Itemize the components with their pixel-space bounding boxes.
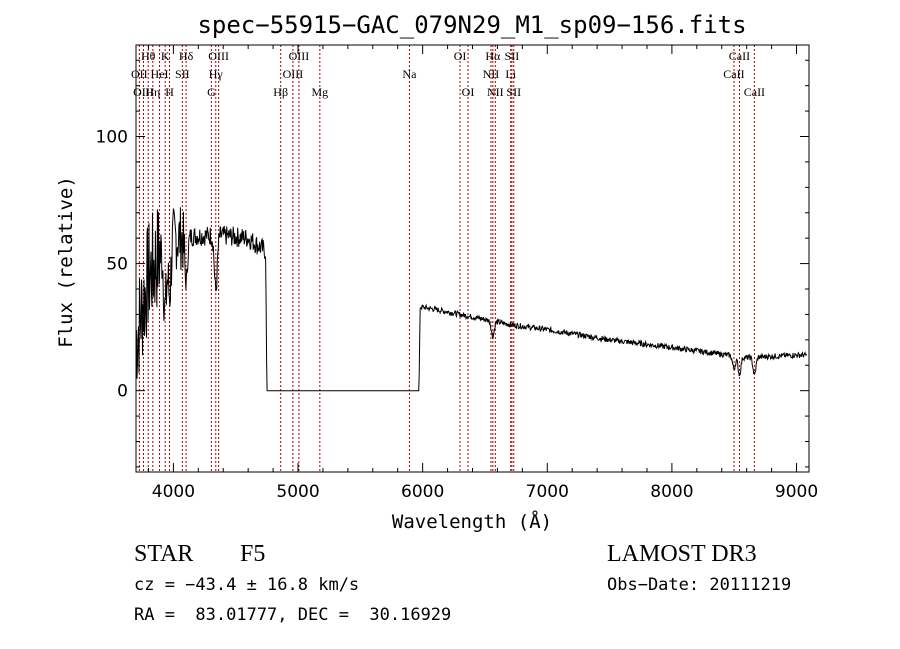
x-axis-ticks: 4000 5000 6000 7000 8000 9000 xyxy=(147,45,818,502)
x-tick-label: 6000 xyxy=(401,482,444,502)
x-tick-label: 9000 xyxy=(775,482,818,502)
line-marker-label: K xyxy=(161,49,170,63)
x-tick-label: 7000 xyxy=(526,482,569,502)
y-tick-label: 100 xyxy=(96,128,128,148)
coordinates: RA = 83.01777, DEC = 30.16929 xyxy=(134,605,451,625)
line-marker-label: OIII xyxy=(289,49,310,63)
line-marker-label: Hη xyxy=(145,85,160,99)
line-marker-label: OIII xyxy=(208,49,229,63)
line-marker-label: G xyxy=(207,85,216,99)
line-marker-label: OI xyxy=(454,49,467,63)
y-axis-label: Flux (relative) xyxy=(55,176,77,348)
chart-title: spec−55915−GAC_079N29_M1_sp09−156.fits xyxy=(197,11,746,39)
line-marker-label: Hβ xyxy=(273,85,288,99)
x-tick-label: 5000 xyxy=(276,482,319,502)
line-marker-label: OIII xyxy=(283,67,304,81)
spectrum-line xyxy=(135,207,807,392)
line-marker-label: Hδ xyxy=(179,49,194,63)
line-marker-label: Na xyxy=(402,67,417,81)
y-tick-label: 0 xyxy=(117,382,128,402)
line-marker-label: SII xyxy=(505,49,520,63)
obs-date: Obs−Date: 20111219 xyxy=(607,575,791,595)
line-marker-label: H xyxy=(165,85,174,99)
x-axis-label: Wavelength (Å) xyxy=(392,510,552,533)
x-tick-label: 8000 xyxy=(650,482,693,502)
line-marker-label: SII xyxy=(506,85,521,99)
line-marker-label: NII xyxy=(483,67,500,81)
line-marker-label: Hα xyxy=(485,49,501,63)
line-marker-label: OI xyxy=(462,85,475,99)
line-marker-label: NII xyxy=(487,85,504,99)
line-marker-label: CaII xyxy=(723,67,744,81)
line-marker-label: Hγ xyxy=(209,67,224,81)
line-marker-label: CaII xyxy=(744,85,765,99)
object-class: STAR xyxy=(134,541,193,567)
x-tick-label: 4000 xyxy=(152,482,195,502)
line-marker-label: Mg xyxy=(311,85,328,99)
survey-name: LAMOST DR3 xyxy=(607,541,757,567)
spectrum-series xyxy=(135,207,807,392)
y-axis-ticks: 0 50 100 xyxy=(96,59,809,468)
line-marker-label: SII xyxy=(175,67,190,81)
redshift-cz: cz = −43.4 ± 16.8 km/s xyxy=(134,575,359,595)
line-marker-label: CaII xyxy=(729,49,750,63)
line-marker-label: OIII xyxy=(133,85,154,99)
line-marker-label: HeI xyxy=(151,67,169,81)
y-tick-label: 50 xyxy=(106,255,128,275)
object-subclass: F5 xyxy=(240,541,265,567)
line-marker-label: OII xyxy=(131,67,148,81)
line-marker-label: Li xyxy=(505,67,516,81)
plot-frame xyxy=(135,44,810,473)
line-marker-label: Hθ xyxy=(141,49,156,63)
line-markers xyxy=(138,45,755,472)
